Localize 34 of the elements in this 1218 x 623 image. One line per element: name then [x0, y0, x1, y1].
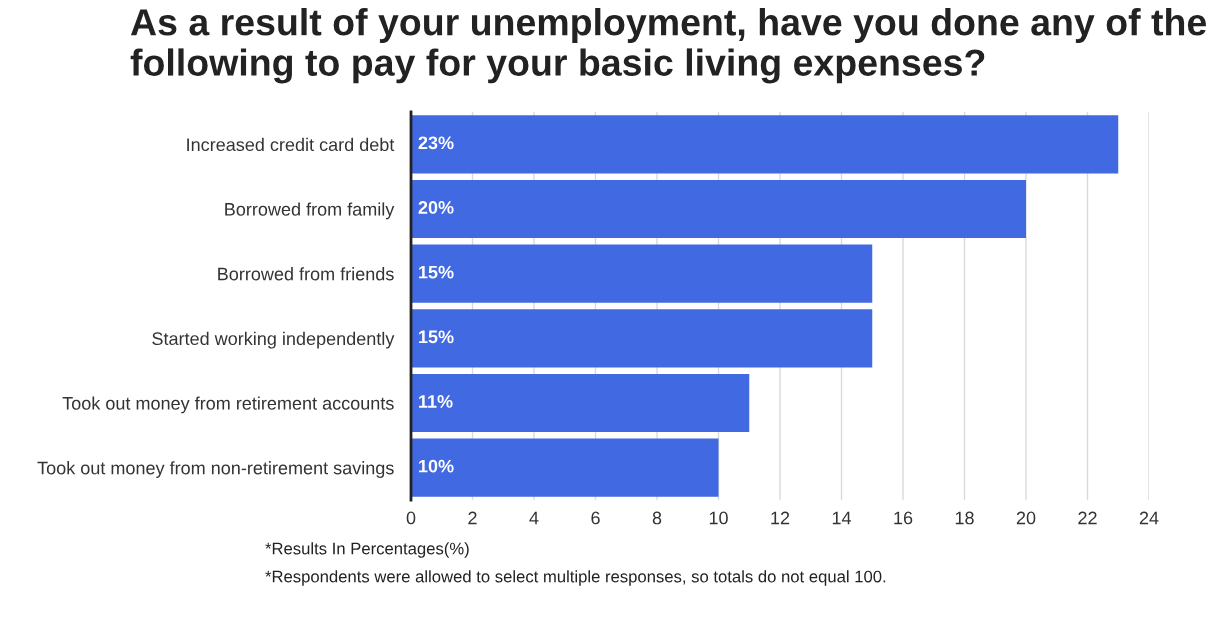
x-tick-label: 12 [771, 511, 790, 525]
text: *Respondents were allowed to select multiple responses, so totals do not equal 100. [265, 570, 886, 586]
x-tick-label: 2 [468, 511, 477, 525]
x-tick-label: 18 [955, 511, 974, 525]
x-tick-label: 4 [529, 511, 539, 525]
x-tick-label: 24 [1139, 511, 1159, 525]
y-tick-label: Took out money from retirement accounts [62, 396, 394, 414]
x-tick-label: 6 [591, 511, 600, 525]
y-tick-label: Took out money from non-retirement savings [37, 461, 394, 478]
data-label: 23% [418, 136, 454, 150]
chart-title: As a result of your unemployment, have you done any of the following to pay for your basic living expenses? [130, 8, 1206, 84]
bar [411, 309, 873, 368]
bar [411, 115, 1119, 174]
x-tick-label: 20 [1016, 511, 1036, 525]
bar [411, 438, 719, 497]
data-label: 15% [419, 265, 454, 279]
y-tick-label: Started working independently [152, 331, 395, 349]
text: *Results In Percentages(%) [265, 542, 469, 558]
y-tick-label: Borrowed from friends [218, 267, 394, 281]
x-tick-label: 16 [894, 511, 913, 525]
bar [411, 244, 873, 303]
y-tick-label: Increased credit card debt [187, 137, 395, 152]
data-label: 20% [418, 201, 454, 214]
x-tick-label: 10 [709, 511, 728, 525]
bar [411, 373, 750, 433]
data-label: 10% [419, 459, 454, 473]
x-tick-label: 8 [652, 511, 662, 525]
x-tick-label: 22 [1078, 511, 1097, 525]
data-label: 11% [419, 395, 453, 408]
x-tick-label: 14 [832, 511, 852, 525]
y-tick-label: Borrowed from family [225, 202, 395, 220]
x-tick-label: 0 [406, 511, 416, 525]
bar [411, 179, 1026, 239]
data-label: 15% [419, 330, 454, 344]
